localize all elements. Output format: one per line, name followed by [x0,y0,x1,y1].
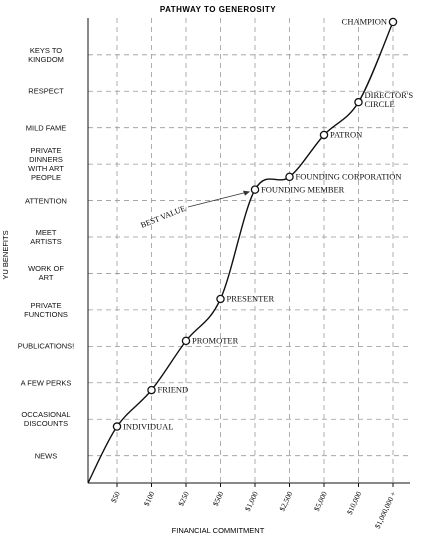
x-tick-label: $50 [109,490,122,504]
y-tick-label: RESPECT [28,86,64,96]
point [285,172,294,182]
y-tick-label: ATTENTION [25,196,67,206]
y-tick-label: PRIVATE FUNCTIONS [24,300,68,319]
x-tick-label: $2,500 [277,490,294,513]
y-tick-label: PUBLICATIONS! [17,341,75,351]
x-tick-label: $10,000 [345,490,364,516]
y-tick-label: A FEW PERKS [20,378,72,388]
y-axis-label: YU BENEFITS [1,230,10,279]
point-label: PATRON [330,129,363,140]
x-tick-label: $1,000 [243,490,260,513]
x-tick-label: $250 [176,490,191,508]
y-tick-label: OCCASIONAL DISCOUNTS [21,410,71,429]
point [147,385,156,395]
x-tick-label: $5,000 [312,490,329,513]
point [388,17,398,27]
annotation: BEST VALUE [139,204,186,230]
point [319,130,329,140]
point-label: CHAMPION [341,16,387,27]
chart-title: PATHWAY TO GENEROSITY [160,5,276,14]
x-tick-label: $500 [211,490,226,508]
point-label: PROMOTER [192,335,239,346]
annotation-arrow [187,191,250,208]
y-tick-label: KEYS TO KINGDOM [28,45,64,64]
arrow-head [243,190,250,196]
y-tick-label: PRIVATE DINNERS WITH ART PEOPLE [28,146,64,183]
point-label: FRIEND [157,384,189,395]
point [112,422,122,431]
point-label: DIRECTOR'S CIRCLE [364,90,414,110]
point [250,185,260,194]
point-label: FOUNDING MEMBER [261,184,345,195]
point [354,97,363,107]
x-tick-label: $1,000,000 + [373,490,398,530]
point-label: PRESENTER [226,293,275,304]
point [181,336,191,346]
curve-lead-in [87,426,118,484]
y-tick-label: NEWS [34,451,58,461]
x-axis-label: FINANCIAL COMMITMENT [172,526,265,535]
x-tick-label: $100 [142,490,157,508]
y-tick-label: MILD FAME [25,123,67,133]
y-tick-label: MEET ARTISTS [30,228,62,246]
point-label: INDIVIDUAL [123,421,174,431]
y-tick-label: WORK OF ART [28,264,64,283]
point-label: FOUNDING CORPORATION [295,171,402,182]
point [216,294,225,304]
